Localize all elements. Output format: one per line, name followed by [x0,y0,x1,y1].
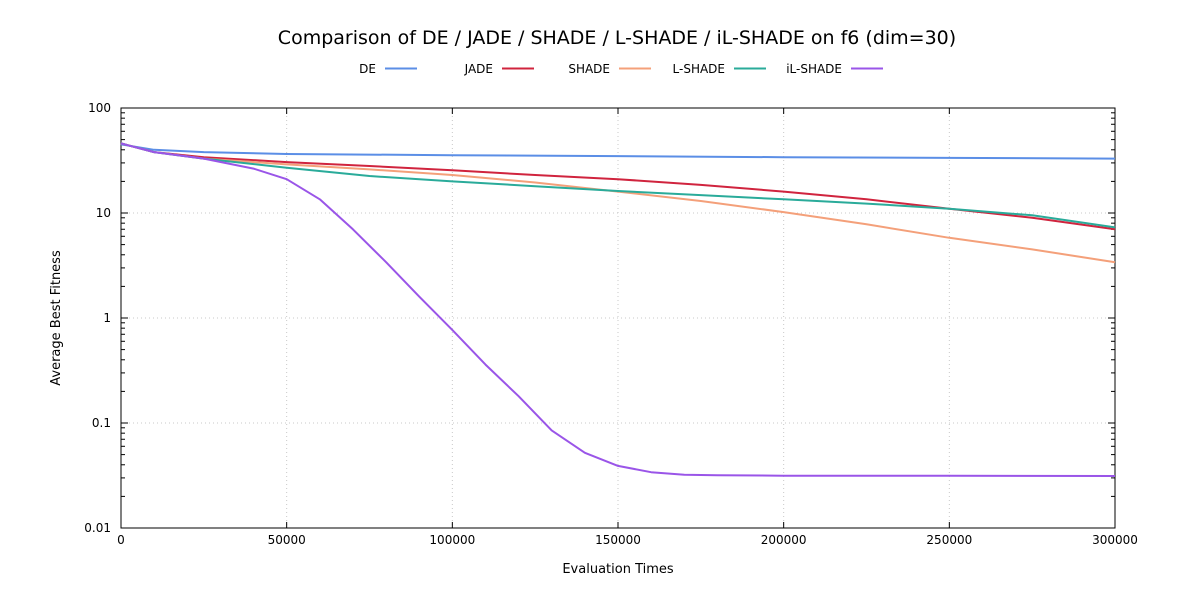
y-tick-label: 0.01 [84,521,111,535]
x-axis: 0 50000 100000 150000 200000 250000 300000 [117,108,1138,547]
x-axis-label: Evaluation Times [562,562,674,577]
x-tick-label: 200000 [761,533,807,547]
legend-label-jade: JADE [464,62,493,76]
chart-title: Comparison of DE / JADE / SHADE / L-SHAD… [278,27,956,49]
series-lines [120,142,1116,477]
x-tick-label: 50000 [268,533,306,547]
legend: DE JADE SHADE L-SHADE iL-SHADE [359,62,883,76]
x-tick-label: 250000 [926,533,972,547]
x-tick-label: 100000 [429,533,475,547]
y-tick-label: 0.1 [92,416,111,430]
series-line-il-shade [120,142,1116,477]
legend-label-shade: SHADE [568,62,610,76]
x-tick-label: 300000 [1092,533,1138,547]
series-line-de [120,143,1116,160]
legend-label-de: DE [359,62,376,76]
legend-label-il-shade: iL-SHADE [786,62,842,76]
y-tick-label: 10 [96,206,111,220]
y-axis: 0.01 0.1 1 10 100 [84,101,1115,535]
x-tick-label: 150000 [595,533,641,547]
y-tick-label: 100 [88,101,111,115]
series-line-l-shade [120,142,1116,229]
x-tick-label: 0 [117,533,125,547]
y-tick-label: 1 [103,311,111,325]
y-axis-label: Average Best Fitness [49,250,64,386]
grid [121,108,1115,528]
legend-label-l-shade: L-SHADE [673,62,725,76]
